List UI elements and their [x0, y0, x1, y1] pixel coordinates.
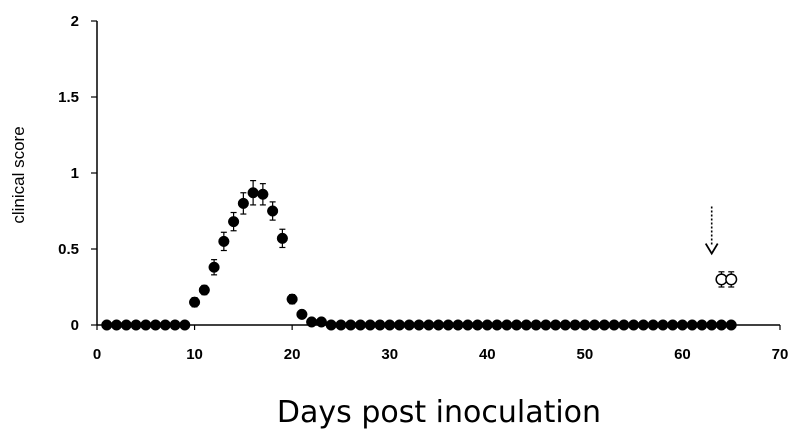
data-point — [511, 319, 523, 331]
data-point — [149, 319, 162, 331]
axes — [96, 21, 780, 326]
y-tick-label: 1.5 — [58, 89, 79, 106]
data-point — [462, 319, 474, 331]
data-point — [286, 293, 298, 305]
data-point — [179, 319, 191, 331]
data-point — [315, 316, 327, 328]
data-point — [393, 319, 406, 331]
y-tick-label: 2 — [71, 13, 79, 30]
data-point — [686, 319, 698, 331]
data-point — [628, 319, 640, 331]
data-point — [140, 319, 152, 331]
data-point — [169, 319, 181, 331]
data-point — [218, 235, 230, 247]
data-point — [237, 197, 249, 209]
data-point — [189, 296, 201, 308]
ticks — [91, 20, 781, 330]
x-tick-label: 60 — [674, 346, 691, 363]
data-point — [267, 205, 279, 217]
data-point — [296, 308, 308, 320]
data-point — [667, 319, 679, 331]
data-point — [559, 319, 571, 331]
data-point — [354, 319, 366, 331]
data-point — [696, 319, 708, 331]
x-tick-label: 70 — [772, 346, 789, 363]
x-tick-label: 0 — [93, 346, 101, 363]
data-point — [335, 319, 347, 331]
data-point — [423, 319, 435, 331]
data-point — [706, 319, 718, 331]
data-point — [247, 187, 259, 199]
data-point — [598, 319, 610, 331]
tick-labels: 0 10 20 30 40 50 60 70 0 0.5 1 1.5 2 — [58, 13, 788, 363]
data-point — [647, 319, 659, 331]
data-marks — [101, 180, 738, 331]
y-axis-label: clinical score — [9, 126, 28, 223]
x-tick-label: 30 — [381, 346, 398, 363]
open-data-point — [725, 273, 738, 286]
data-point — [618, 319, 630, 331]
x-tick-label: 20 — [284, 346, 301, 363]
data-point — [120, 319, 132, 331]
data-point — [657, 319, 669, 331]
data-point — [110, 319, 123, 331]
data-point — [579, 319, 591, 331]
data-point — [101, 319, 113, 331]
data-point — [550, 319, 562, 331]
data-point — [481, 319, 493, 331]
data-point — [276, 232, 288, 244]
data-point — [715, 319, 728, 331]
data-point — [413, 319, 425, 331]
data-point — [306, 316, 318, 328]
arrow-head — [704, 243, 719, 256]
data-point — [432, 319, 445, 331]
data-point — [159, 319, 171, 331]
y-tick-label: 0.5 — [58, 241, 79, 258]
data-point — [520, 319, 532, 331]
data-point — [637, 319, 649, 331]
x-tick-label: 40 — [479, 346, 496, 363]
annotations — [704, 206, 719, 256]
data-point — [208, 261, 220, 273]
data-point — [676, 319, 688, 331]
data-point — [345, 319, 357, 331]
data-point — [589, 319, 601, 331]
data-point — [257, 188, 269, 200]
x-tick-label: 10 — [186, 346, 203, 363]
y-tick-label: 1 — [71, 165, 79, 182]
data-point — [384, 319, 396, 331]
data-point — [325, 319, 337, 331]
data-point — [725, 319, 737, 331]
data-point — [130, 319, 142, 331]
data-point — [452, 319, 464, 331]
data-point — [608, 319, 620, 331]
data-point — [501, 319, 513, 331]
data-point — [364, 319, 376, 331]
x-axis-label: Days post inoculation — [277, 395, 601, 430]
data-point — [471, 319, 484, 331]
data-point — [491, 319, 503, 331]
x-tick-label: 50 — [577, 346, 594, 363]
data-point — [442, 319, 454, 331]
data-point — [374, 319, 386, 331]
data-point — [403, 319, 415, 331]
y-tick-label: 0 — [71, 317, 79, 334]
data-point — [530, 319, 542, 331]
data-point — [198, 284, 210, 296]
data-point — [228, 216, 240, 228]
data-point — [569, 319, 581, 331]
data-point — [540, 319, 552, 331]
